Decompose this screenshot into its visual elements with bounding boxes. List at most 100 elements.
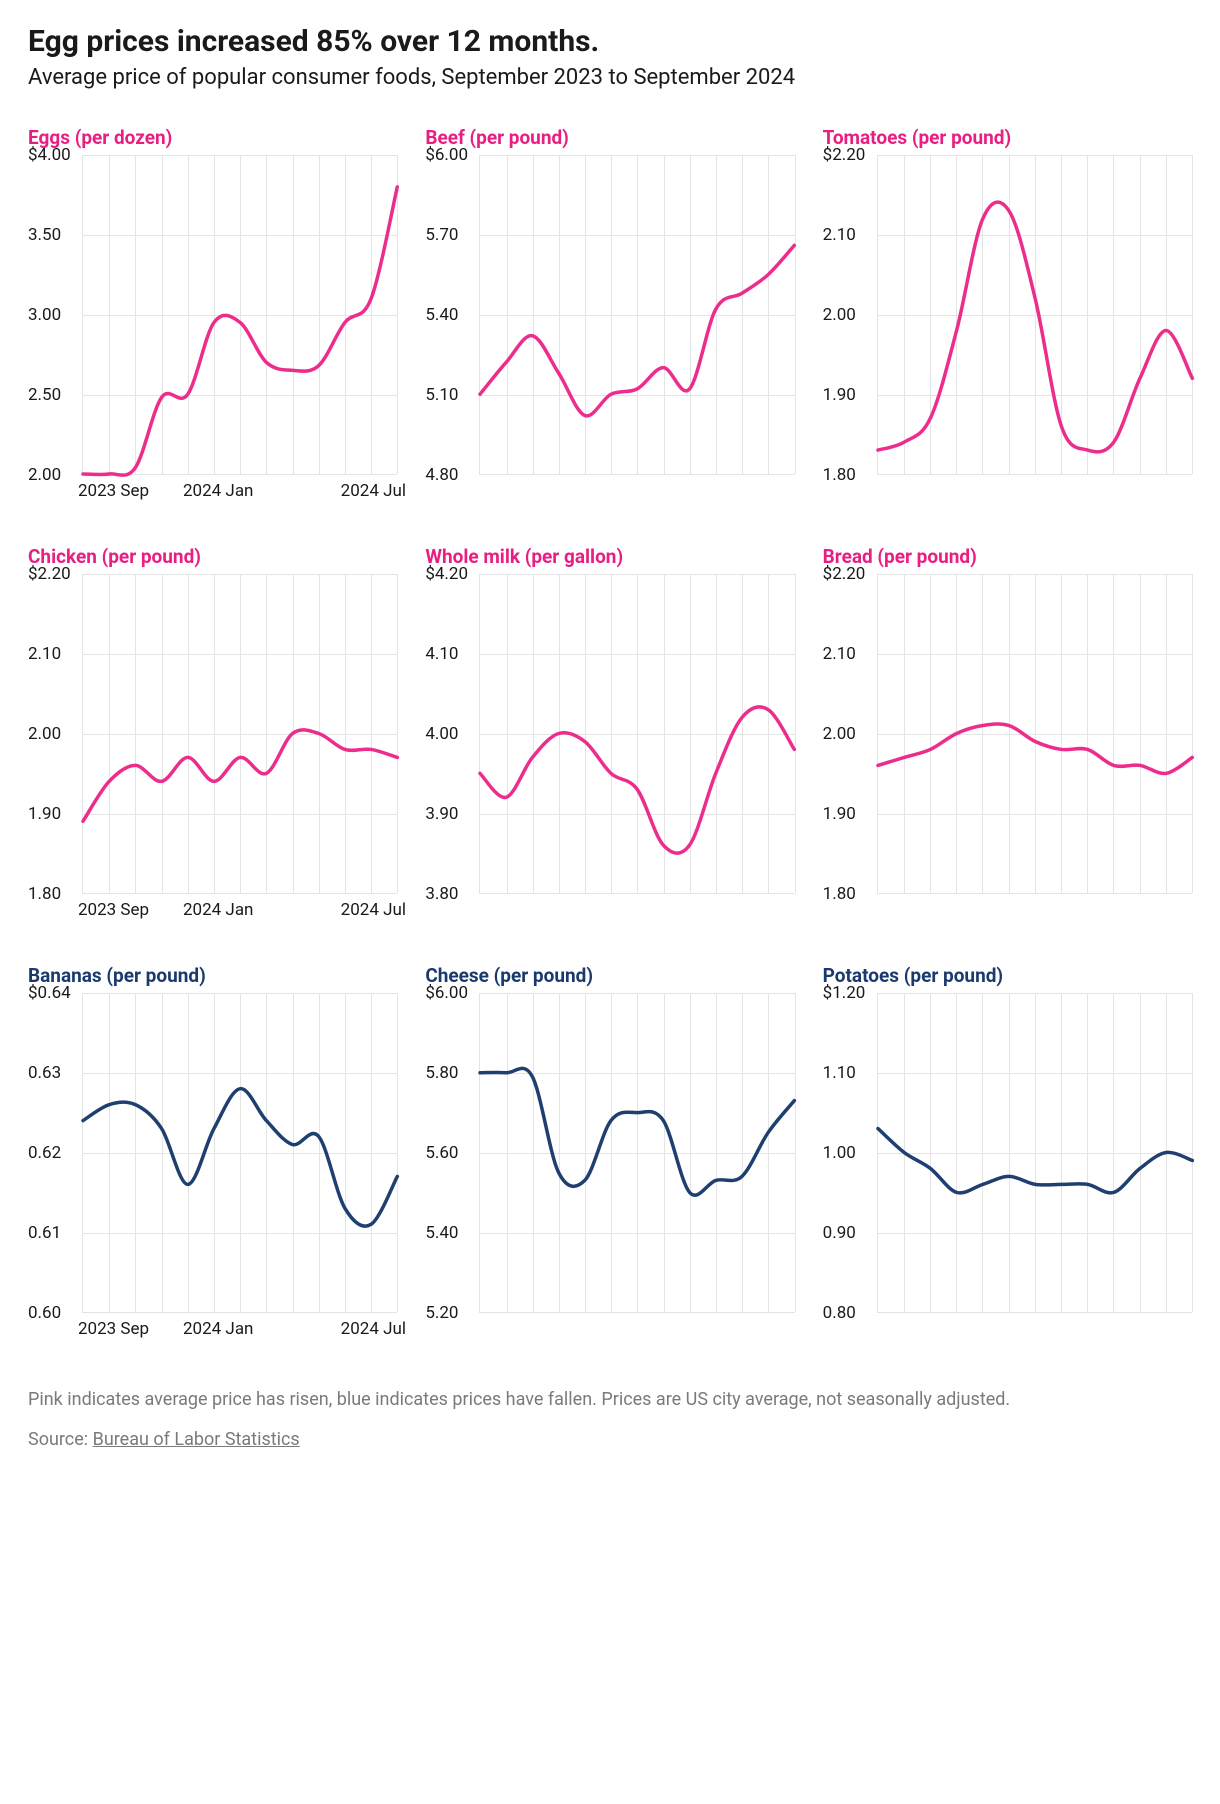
plot: [82, 574, 397, 894]
panel-potatoes: Potatoes (per pound)$1.201.101.000.900.8…: [823, 964, 1192, 1345]
x-axis: 2023 Sep2024 Jan2024 Jul: [82, 481, 397, 507]
gridline: [1192, 155, 1193, 474]
source-label: Source:: [28, 1429, 93, 1450]
line-series: [83, 155, 397, 474]
y-tick: 1.90: [823, 804, 856, 824]
plot: [479, 155, 794, 475]
chart-area: $0.640.630.620.610.60: [28, 993, 397, 1313]
gridline: [397, 155, 398, 474]
panel-milk: Whole milk (per gallon)$4.204.104.003.90…: [425, 545, 794, 926]
y-tick: 4.80: [425, 465, 458, 485]
gridline: [1192, 574, 1193, 893]
y-tick: 4.00: [425, 724, 458, 744]
y-tick: 1.00: [823, 1143, 856, 1163]
panel-bread: Bread (per pound)$2.202.102.001.901.80: [823, 545, 1192, 926]
y-tick: 5.10: [425, 385, 458, 405]
x-tick: 2024 Jan: [183, 481, 253, 501]
plot: [479, 993, 794, 1313]
x-tick: 2024 Jul: [341, 481, 406, 501]
gridline: [795, 993, 796, 1312]
x-tick: 2023 Sep: [78, 900, 149, 920]
line-series: [480, 574, 794, 893]
y-tick: 1.90: [28, 804, 61, 824]
source-line: Source: Bureau of Labor Statistics: [28, 1427, 1192, 1453]
panel-title: Chicken (per pound): [28, 545, 397, 568]
line-series: [480, 993, 794, 1312]
line-series: [83, 993, 397, 1312]
panel-title: Eggs (per dozen): [28, 126, 397, 149]
y-tick: 0.90: [823, 1223, 856, 1243]
y-tick: 0.63: [28, 1063, 61, 1083]
plot: [479, 574, 794, 894]
plot: [877, 993, 1192, 1313]
panel-tomatoes: Tomatoes (per pound)$2.202.102.001.901.8…: [823, 126, 1192, 507]
panel-title: Bread (per pound): [823, 545, 1192, 568]
y-tick: 0.61: [28, 1223, 61, 1243]
gridline: [397, 574, 398, 893]
gridline: [1192, 993, 1193, 1312]
line-series: [878, 574, 1192, 893]
chart-area: $6.005.805.605.405.20: [425, 993, 794, 1313]
chart-area: $2.202.102.001.901.80: [28, 574, 397, 894]
chart-area: $6.005.705.405.104.80: [425, 155, 794, 475]
panel-title: Bananas (per pound): [28, 964, 397, 987]
chart-subtitle: Average price of popular consumer foods,…: [28, 65, 1192, 90]
gridline: [795, 155, 796, 474]
plot: [877, 155, 1192, 475]
y-tick: 1.80: [823, 884, 856, 904]
panel-eggs: Eggs (per dozen)$4.003.503.002.502.00202…: [28, 126, 397, 507]
y-tick: 5.40: [425, 1223, 458, 1243]
legend-note: Pink indicates average price has risen, …: [28, 1387, 1192, 1413]
y-tick: 5.70: [425, 225, 458, 245]
panel-beef: Beef (per pound)$6.005.705.405.104.80: [425, 126, 794, 507]
y-tick: 2.00: [823, 305, 856, 325]
chart-area: $4.204.104.003.903.80: [425, 574, 794, 894]
y-tick: 1.10: [823, 1063, 856, 1083]
y-tick: 5.80: [425, 1063, 458, 1083]
y-tick: 1.80: [28, 884, 61, 904]
y-tick: 2.00: [823, 724, 856, 744]
chart-title: Egg prices increased 85% over 12 months.: [28, 24, 1192, 59]
gridline: [795, 574, 796, 893]
y-tick: 5.60: [425, 1143, 458, 1163]
chart-area: $4.003.503.002.502.00: [28, 155, 397, 475]
y-tick: 5.40: [425, 305, 458, 325]
y-tick: 2.00: [28, 465, 61, 485]
line-series: [878, 155, 1192, 474]
y-tick: 2.00: [28, 724, 61, 744]
y-tick: 2.50: [28, 385, 61, 405]
gridline: [397, 993, 398, 1312]
small-multiples-grid: Eggs (per dozen)$4.003.503.002.502.00202…: [28, 126, 1192, 1345]
x-tick: 2023 Sep: [78, 1319, 149, 1339]
y-tick: 4.10: [425, 644, 458, 664]
panel-title: Potatoes (per pound): [823, 964, 1192, 987]
y-tick: 2.10: [823, 644, 856, 664]
y-tick: 1.80: [823, 465, 856, 485]
panel-bananas: Bananas (per pound) $0.640.630.620.610.60…: [28, 964, 397, 1345]
y-tick: 3.90: [425, 804, 458, 824]
plot: [82, 993, 397, 1313]
x-tick: 2024 Jan: [183, 1319, 253, 1339]
y-tick: 1.90: [823, 385, 856, 405]
x-tick: 2024 Jul: [341, 900, 406, 920]
x-tick: 2024 Jan: [183, 900, 253, 920]
source-link[interactable]: Bureau of Labor Statistics: [93, 1429, 300, 1450]
x-tick: 2024 Jul: [341, 1319, 406, 1339]
panel-title: Tomatoes (per pound): [823, 126, 1192, 149]
line-series: [480, 155, 794, 474]
y-tick: 2.10: [28, 644, 61, 664]
y-tick: 3.80: [425, 884, 458, 904]
chart-area: $2.202.102.001.901.80: [823, 155, 1192, 475]
y-tick: 3.50: [28, 225, 61, 245]
x-tick: 2023 Sep: [78, 481, 149, 501]
chart-footer: Pink indicates average price has risen, …: [28, 1387, 1192, 1453]
plot: [877, 574, 1192, 894]
y-tick: 3.00: [28, 305, 61, 325]
line-series: [83, 574, 397, 893]
x-axis: 2023 Sep2024 Jan2024 Jul: [82, 900, 397, 926]
y-tick: 0.80: [823, 1303, 856, 1323]
chart-area: $2.202.102.001.901.80: [823, 574, 1192, 894]
panel-title: Whole milk (per gallon): [425, 545, 794, 568]
panel-cheese: Cheese (per pound)$6.005.805.605.405.20: [425, 964, 794, 1345]
x-axis: 2023 Sep2024 Jan2024 Jul: [82, 1319, 397, 1345]
